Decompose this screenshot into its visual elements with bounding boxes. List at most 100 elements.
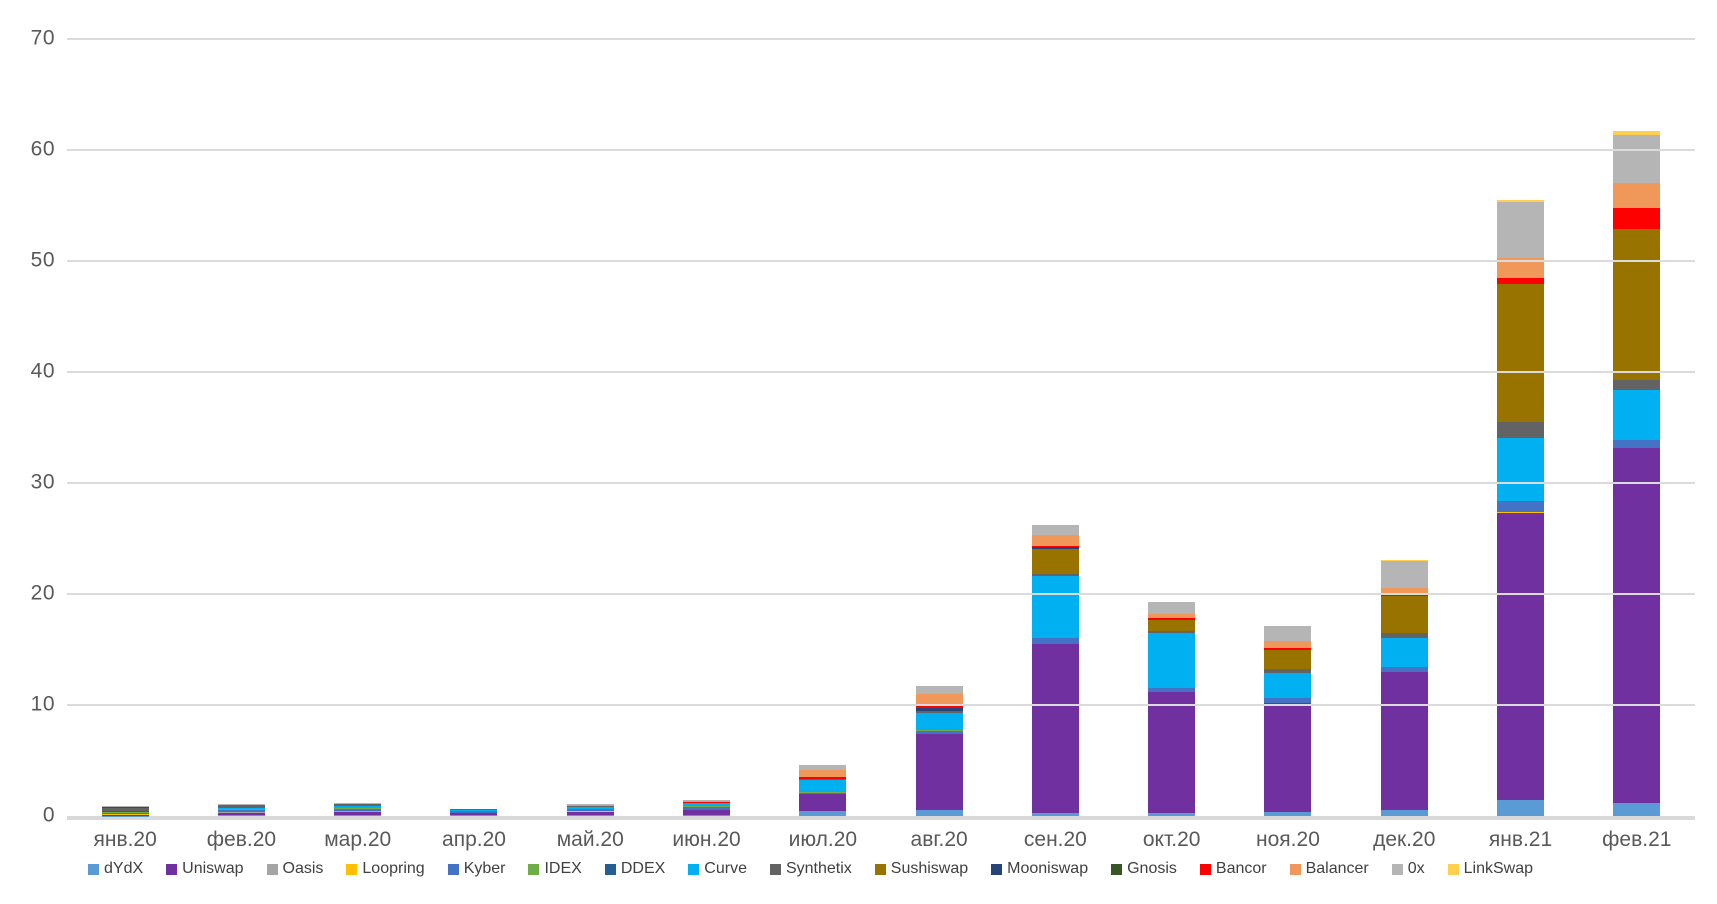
legend-label: Curve — [704, 860, 747, 877]
legend-label: DDEX — [620, 860, 666, 877]
x-axis-label: июл.20 — [788, 828, 858, 851]
legend-label: Balancer — [1305, 860, 1369, 877]
legend-label: LinkSwap — [1463, 860, 1534, 877]
bar-segment-kyber — [1380, 667, 1428, 672]
bar-segment-dydx — [1613, 802, 1661, 816]
legend-swatch-icon — [528, 863, 540, 875]
bar-segment-curve — [1148, 632, 1196, 689]
bar-segment-idex — [915, 730, 963, 732]
legend-label: IDEX — [544, 860, 582, 877]
y-tick-label: 60 — [30, 137, 55, 161]
legend-item-sushiswap: Sushiswap — [874, 860, 969, 878]
stacked-bar — [799, 39, 847, 816]
bar-segment-sushiswap — [1380, 596, 1428, 633]
bar-segment-uniswap — [683, 809, 731, 816]
x-axis-label: фев.20 — [206, 828, 277, 851]
legend-item-ddex: DDEX — [604, 860, 666, 878]
x-axis-label: сен.20 — [1023, 828, 1087, 851]
bar-column — [183, 39, 299, 816]
bar-segment-kyber — [1148, 688, 1196, 692]
x-axis-label: июн.20 — [672, 828, 741, 851]
bar-segment-bancor — [915, 706, 963, 709]
legend-swatch-icon — [88, 863, 99, 875]
legend-swatch-icon — [447, 863, 459, 875]
bar-segment-synthetix — [1613, 379, 1661, 390]
y-tick-label: 50 — [30, 248, 55, 272]
gridline — [67, 704, 1695, 706]
legend-item-linkswap: LinkSwap — [1447, 860, 1534, 878]
legend-item-kyber: Kyber — [447, 860, 506, 878]
legend-label: Kyber — [463, 860, 506, 877]
stacked-bar — [1148, 39, 1196, 816]
legend-swatch-icon — [166, 863, 178, 875]
bar-segment-sushiswap — [1497, 284, 1545, 422]
bar-segment-kyber — [566, 809, 614, 812]
bar-segment-sushiswap — [1148, 620, 1196, 632]
bar-segment-uniswap — [450, 812, 498, 815]
legend-swatch-icon — [1391, 863, 1403, 875]
bar-segment-curve — [1380, 638, 1428, 668]
bar-segment-0x — [450, 808, 498, 810]
bar-column — [1462, 39, 1578, 816]
gridline — [67, 149, 1695, 151]
legend-item-gnosis: Gnosis — [1111, 860, 1177, 878]
gridline — [67, 38, 1695, 40]
bar-segment-synthetix — [915, 710, 963, 713]
bar-segment-kyber — [915, 731, 963, 734]
bar-segment-curve — [915, 712, 963, 730]
bar-segment-balancer — [1148, 614, 1196, 619]
bar-segment-idex — [683, 805, 731, 807]
bar-segment-dydx — [1264, 811, 1312, 816]
bar-segment-0x — [1497, 202, 1545, 258]
gridline — [67, 593, 1695, 595]
legend-item-idex: IDEX — [528, 860, 582, 878]
legend-swatch-icon — [1447, 863, 1459, 875]
bar-column — [532, 39, 648, 816]
y-tick-label: 10 — [30, 692, 55, 716]
bar-segment-0x — [1380, 560, 1428, 589]
bar-column — [1346, 39, 1462, 816]
bar-segment-balancer — [799, 769, 847, 777]
gridline — [67, 260, 1695, 262]
bar-segment-0x — [101, 806, 149, 807]
bar-segment-uniswap — [566, 811, 614, 816]
bar-segment-0x — [334, 802, 382, 804]
bar-column — [300, 39, 416, 816]
legend-label: Sushiswap — [890, 860, 969, 877]
bar-segment-uniswap — [1380, 671, 1428, 811]
bar-segment-synthetix — [1148, 631, 1196, 633]
bar-segment-synthetix — [1497, 421, 1545, 438]
bar-segment-0x — [683, 799, 731, 802]
bar-column — [1114, 39, 1230, 816]
bar-segment-0x — [915, 686, 963, 694]
bar-segment-kyber — [799, 792, 847, 795]
legend-label: 0x — [1407, 860, 1425, 877]
gridline — [67, 371, 1695, 373]
bar-segment-0x — [1148, 601, 1196, 615]
bar-segment-bancor — [1031, 545, 1079, 548]
stacked-bar — [566, 39, 614, 816]
bar-segment-dydx — [1031, 813, 1079, 816]
legend-label: Gnosis — [1127, 860, 1177, 877]
stacked-bar — [915, 39, 963, 816]
bar-segment-oasis — [101, 814, 149, 816]
bar-segment-dydx — [566, 815, 614, 816]
bar-segment-bancor — [1264, 647, 1312, 650]
bar-segment-synthetix — [101, 807, 149, 811]
legend-swatch-icon — [874, 863, 886, 875]
bar-column — [67, 39, 183, 816]
x-axis-label: фев.21 — [1602, 828, 1672, 851]
x-axis-label: янв.20 — [93, 828, 157, 851]
legend-label: Loopring — [362, 860, 425, 877]
bar-segment-curve — [1497, 437, 1545, 501]
stacked-bar — [217, 39, 265, 816]
bar-segment-kyber — [217, 809, 265, 813]
bar-segment-uniswap — [1613, 447, 1661, 803]
bar-column — [881, 39, 997, 816]
bar-segment-curve — [1613, 389, 1661, 440]
bar-segment-synthetix — [1380, 632, 1428, 639]
bar-segment-curve — [101, 810, 149, 812]
bar-segment-bancor — [1497, 277, 1545, 285]
bar-segment-balancer — [683, 801, 731, 802]
